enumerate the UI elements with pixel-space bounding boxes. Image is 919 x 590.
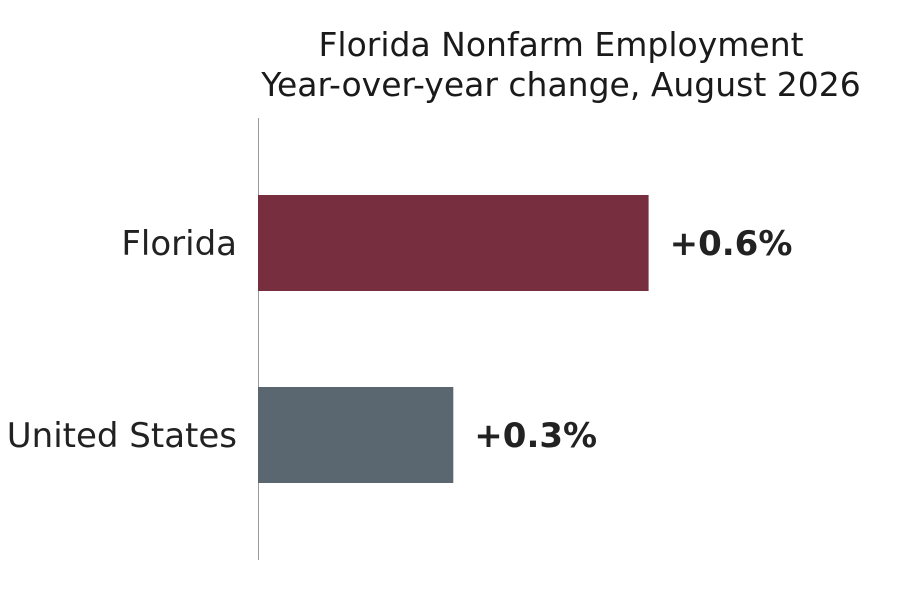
bars-group: Florida +0.6% United States +0.3% [7, 195, 793, 483]
bar-united-states [258, 387, 454, 483]
bar-florida [258, 195, 649, 291]
value-label: +0.6% [670, 224, 793, 264]
category-label: Florida [121, 224, 237, 264]
value-label: +0.3% [474, 416, 597, 456]
category-label: United States [7, 416, 237, 456]
chart-title: Florida Nonfarm Employment [318, 25, 803, 64]
chart-subtitle: Year-over-year change, August 2026 [260, 65, 861, 104]
